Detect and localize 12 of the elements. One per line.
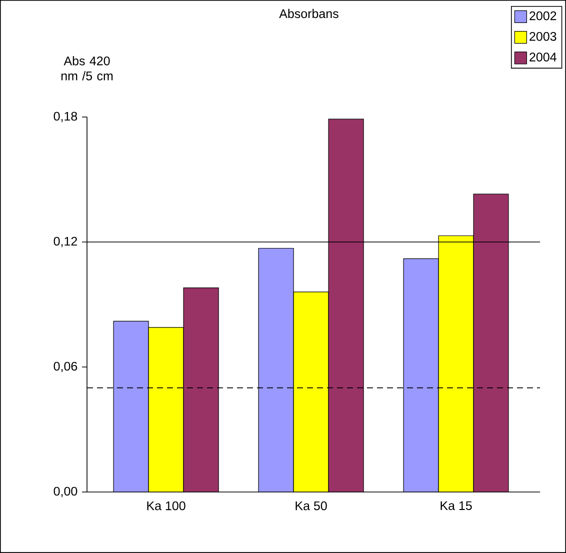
legend-label: 2002 [530, 11, 556, 20]
legend-label: 2004 [530, 52, 556, 62]
x-tick-label: Ka 15 [440, 501, 472, 510]
legend-label: 2003 [530, 32, 556, 41]
chart-title: Absorbans [279, 8, 338, 18]
x-tick-label: Ka 100 [147, 501, 186, 510]
y-tick-label: 0,06 [54, 362, 78, 372]
y-tick-label: 0,18 [54, 112, 78, 122]
y-tick-label: 0,00 [54, 486, 78, 498]
x-tick-label: Ka 50 [296, 501, 327, 510]
y-tick-label: 0,12 [54, 236, 78, 248]
y-axis-title: Abs 420 nm /5 cm [61, 56, 113, 80]
